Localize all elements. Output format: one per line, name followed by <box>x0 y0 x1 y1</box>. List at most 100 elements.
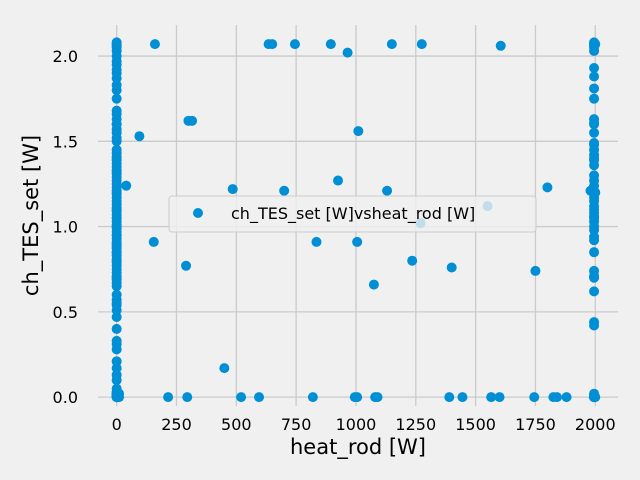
data-point <box>589 196 600 207</box>
data-point <box>590 187 601 198</box>
data-point <box>589 235 600 246</box>
legend-label: ch_TES_set [W]vsheat_rod [W] <box>231 204 475 224</box>
data-point <box>589 170 600 181</box>
data-point <box>495 40 506 51</box>
data-point <box>590 392 601 403</box>
data-point <box>121 180 132 191</box>
y-tick-label: 1.5 <box>53 132 78 151</box>
data-point <box>111 298 122 309</box>
data-point <box>219 363 230 374</box>
data-point <box>111 281 122 292</box>
data-point <box>111 221 122 232</box>
data-point <box>111 85 122 96</box>
data-point <box>382 185 393 196</box>
data-point <box>457 392 468 403</box>
data-point <box>227 184 238 195</box>
x-tick-label: 1500 <box>455 415 496 434</box>
x-tick-label: 1250 <box>395 415 436 434</box>
y-tick-label: 0.0 <box>53 388 78 407</box>
data-point <box>494 392 505 403</box>
x-tick-label: 1000 <box>336 415 377 434</box>
data-point <box>111 242 122 253</box>
data-point <box>236 392 247 403</box>
data-point <box>352 236 363 247</box>
data-point <box>561 392 572 403</box>
y-axis-label: ch_TES_set [W] <box>19 135 44 296</box>
legend-box <box>168 195 537 233</box>
x-tick-label: 750 <box>281 415 312 434</box>
data-point <box>342 47 353 58</box>
data-point <box>163 392 174 403</box>
x-tick-label: 0 <box>112 415 122 434</box>
x-tick-label: 250 <box>161 415 192 434</box>
data-point <box>589 272 600 283</box>
data-point <box>589 93 600 104</box>
x-tick-labels: 0 250 500 750 1000 1250 1500 1750 2000 <box>112 415 616 434</box>
data-point <box>551 392 562 403</box>
data-point <box>416 39 427 50</box>
data-point <box>111 255 122 266</box>
data-point <box>149 39 160 50</box>
y-tick-labels: 0.0 0.5 1.0 1.5 2.0 <box>53 47 78 407</box>
y-tick-label: 0.5 <box>53 303 78 322</box>
legend: ch_TES_set [W]vsheat_rod [W] <box>168 195 537 233</box>
data-point <box>589 286 600 297</box>
y-tick-label: 2.0 <box>53 47 78 66</box>
y-tick-label: 1.0 <box>53 218 78 237</box>
data-point <box>111 204 122 215</box>
data-point <box>352 392 363 403</box>
data-point <box>589 153 600 164</box>
data-point <box>589 320 600 331</box>
data-point <box>368 279 379 290</box>
data-point <box>112 392 123 403</box>
data-point <box>111 272 122 283</box>
data-point <box>529 392 540 403</box>
data-point <box>589 224 600 235</box>
data-point <box>386 39 397 50</box>
data-point <box>589 247 600 258</box>
data-point <box>111 230 122 241</box>
data-point <box>182 392 193 403</box>
data-point <box>111 119 122 130</box>
data-point <box>187 115 198 126</box>
data-point <box>289 39 300 50</box>
data-point <box>589 62 600 73</box>
data-point <box>333 175 344 186</box>
scatter-points <box>111 37 601 403</box>
data-point <box>279 185 290 196</box>
data-point <box>372 392 383 403</box>
data-point <box>134 131 145 142</box>
data-point <box>486 392 497 403</box>
data-point <box>444 392 455 403</box>
data-point <box>589 127 600 138</box>
data-point <box>589 204 600 215</box>
x-tick-label: 2000 <box>575 415 616 434</box>
data-point <box>325 39 336 50</box>
data-point <box>589 144 600 155</box>
data-point <box>590 39 601 50</box>
legend-marker <box>193 208 203 218</box>
data-point <box>148 236 159 247</box>
data-point <box>589 83 600 94</box>
data-point <box>311 236 322 247</box>
data-point <box>111 375 122 386</box>
data-point <box>589 213 600 224</box>
data-point <box>111 187 122 198</box>
data-point <box>111 344 122 355</box>
data-point <box>111 153 122 164</box>
data-point <box>307 392 318 403</box>
data-point <box>542 182 553 193</box>
data-point <box>111 93 122 104</box>
data-point <box>254 392 265 403</box>
data-point <box>111 323 122 334</box>
data-point <box>353 126 364 137</box>
x-axis-label: heat_rod [W] <box>290 435 426 460</box>
data-point <box>111 213 122 224</box>
data-point <box>267 39 278 50</box>
data-point <box>111 311 122 322</box>
data-point <box>181 260 192 271</box>
data-point <box>111 167 122 178</box>
data-point <box>446 262 457 273</box>
data-point <box>589 119 600 130</box>
